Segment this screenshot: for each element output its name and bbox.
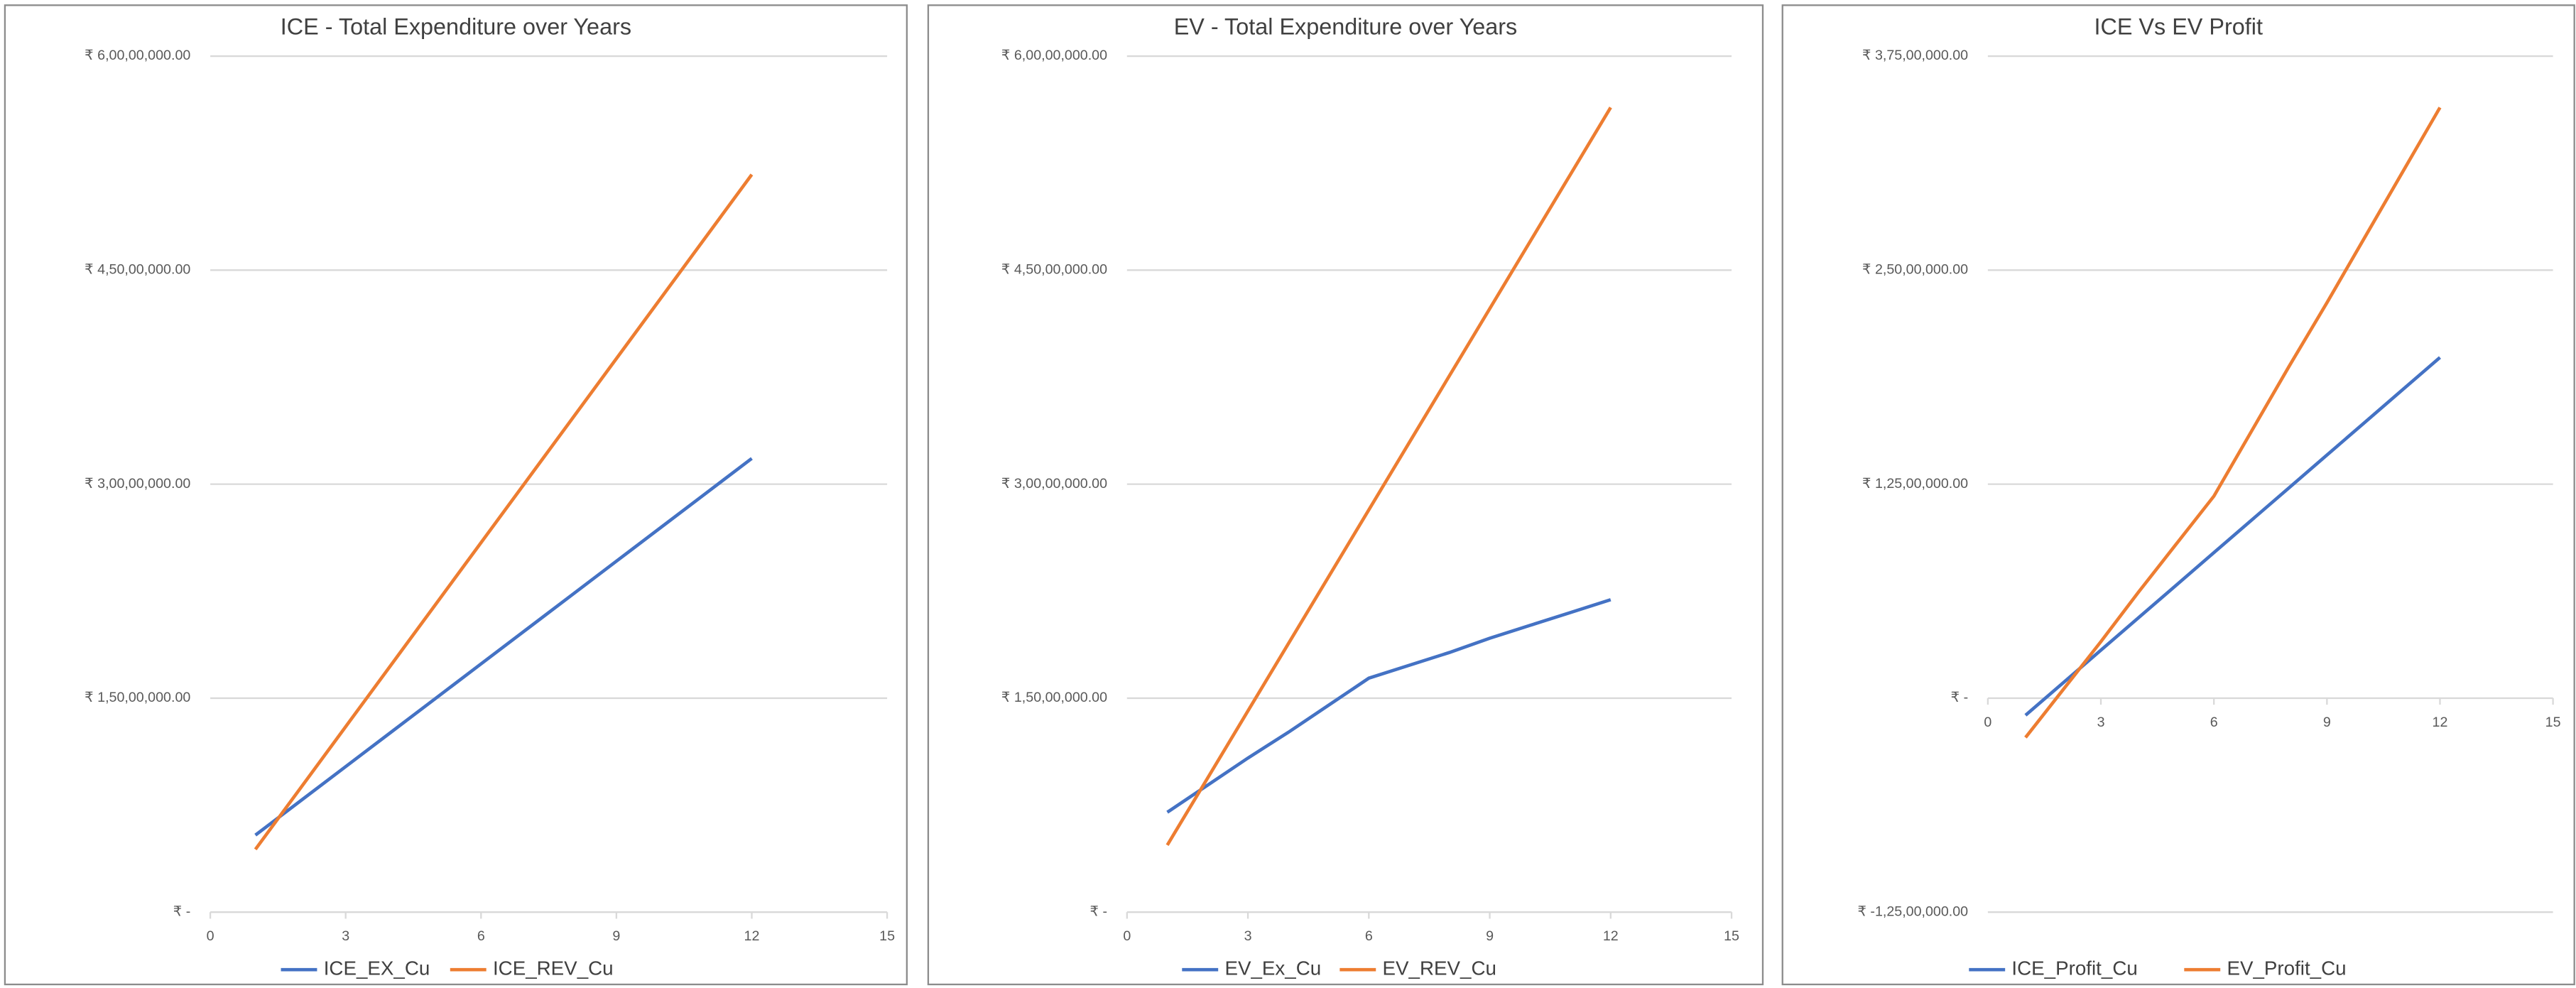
panel-frame: [927, 4, 1764, 986]
y-tick-label: ₹ 4,50,00,000.00: [85, 262, 190, 278]
x-tick-label: 12: [2433, 715, 2448, 730]
legend-label: ICE_EX_Cu: [324, 957, 430, 979]
y-tick-label: ₹ -: [1090, 903, 1108, 919]
y-tick-label: ₹ 4,50,00,000.00: [1001, 262, 1107, 278]
x-tick-label: 0: [1984, 715, 1991, 730]
y-tick-label: ₹ -1,25,00,000.00: [1857, 903, 1968, 919]
panel-frame: [1781, 4, 2575, 986]
y-tick-label: ₹ 6,00,00,000.00: [85, 48, 190, 63]
x-tick-label: 9: [2323, 715, 2331, 730]
x-tick-label: 6: [477, 928, 485, 944]
series-line: [2024, 356, 2441, 717]
legend-label: ICE_REV_Cu: [493, 957, 614, 979]
x-tick-label: 3: [1244, 928, 1252, 944]
y-tick-label: ₹ 3,00,00,000.00: [85, 476, 190, 492]
x-tick-label: 6: [1365, 928, 1373, 944]
chart-title: EV - Total Expenditure over Years: [1174, 13, 1518, 39]
x-tick-label: 9: [612, 928, 620, 944]
x-tick-label: 9: [1486, 928, 1494, 944]
y-tick-label: ₹ 1,50,00,000.00: [1001, 690, 1107, 705]
x-tick-label: 3: [2097, 715, 2105, 730]
chart-title: ICE - Total Expenditure over Years: [281, 13, 631, 39]
x-tick-label: 15: [1724, 928, 1739, 944]
series-line: [1165, 107, 1612, 846]
x-tick-label: 15: [2545, 715, 2561, 730]
y-tick-label: ₹ -: [1951, 690, 1969, 705]
legend-label: EV_REV_Cu: [1383, 957, 1496, 979]
series-line: [1166, 598, 1612, 814]
legend-label: EV_Ex_Cu: [1224, 957, 1321, 979]
series-line: [2024, 107, 2442, 739]
y-tick-label: ₹ 1,25,00,000.00: [1862, 476, 1968, 492]
series-line: [254, 173, 754, 851]
x-tick-label: 3: [342, 928, 349, 944]
chart-title: ICE Vs EV Profit: [2094, 13, 2263, 39]
x-tick-label: 0: [1123, 928, 1131, 944]
panel-frame: [4, 4, 908, 986]
y-tick-label: ₹ 1,50,00,000.00: [85, 690, 190, 705]
legend-label: EV_Profit_Cu: [2227, 957, 2346, 979]
y-tick-label: ₹ 2,50,00,000.00: [1862, 262, 1968, 278]
x-tick-label: 6: [2210, 715, 2218, 730]
y-tick-label: ₹ 3,75,00,000.00: [1862, 48, 1968, 63]
x-tick-label: 0: [207, 928, 214, 944]
x-tick-label: 12: [1603, 928, 1619, 944]
y-tick-label: ₹ -: [173, 903, 191, 919]
x-tick-label: 12: [744, 928, 760, 944]
y-tick-label: ₹ 3,00,00,000.00: [1001, 476, 1107, 492]
x-tick-label: 15: [879, 928, 895, 944]
legend-label: ICE_Profit_Cu: [2011, 957, 2137, 979]
y-tick-label: ₹ 6,00,00,000.00: [1001, 48, 1107, 63]
series-line: [254, 457, 753, 837]
